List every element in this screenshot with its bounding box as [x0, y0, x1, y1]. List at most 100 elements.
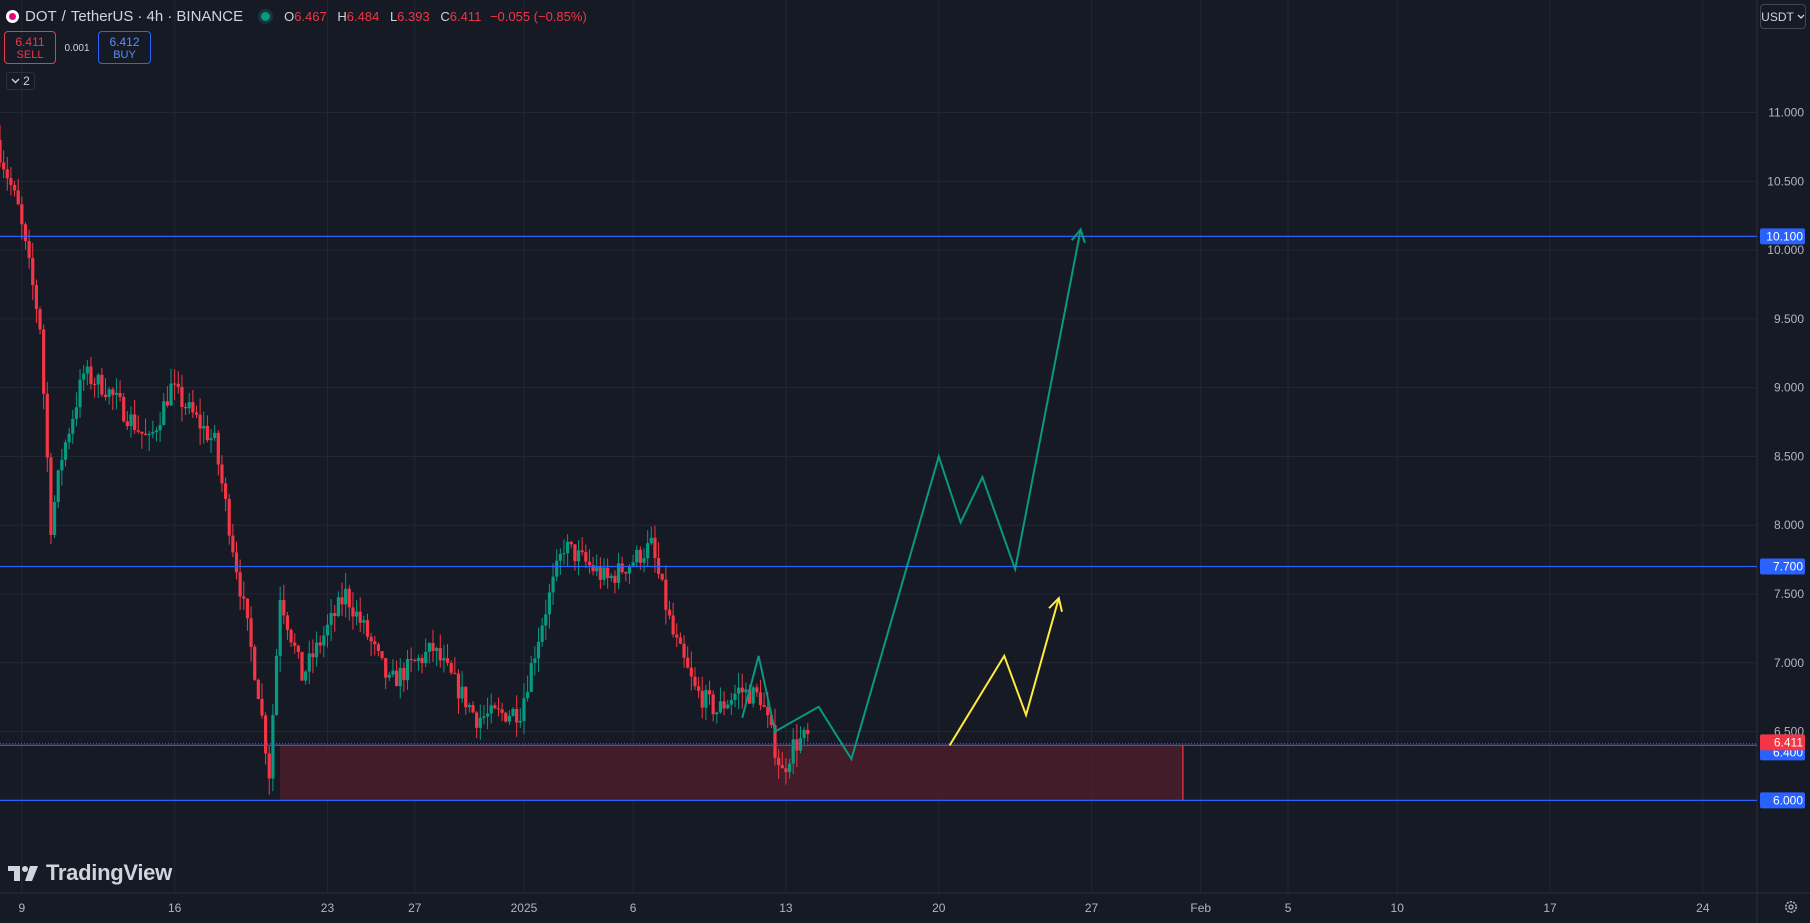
- candle: [431, 642, 435, 652]
- price-tick-label: 7.000: [1774, 656, 1804, 670]
- candle: [697, 686, 701, 691]
- candle: [678, 637, 683, 644]
- candle: [260, 698, 264, 716]
- candle: [744, 689, 748, 693]
- candle: [12, 184, 17, 191]
- price-tick-label: 8.000: [1774, 518, 1804, 532]
- low-label: L: [389, 8, 398, 24]
- candle: [598, 567, 602, 580]
- interval-label[interactable]: · 4h ·: [137, 7, 173, 25]
- candle: [424, 651, 428, 664]
- candle: [518, 720, 522, 723]
- candle: [67, 433, 71, 443]
- candle: [540, 625, 544, 642]
- candle: [129, 414, 133, 427]
- candle: [627, 565, 632, 574]
- candle: [34, 285, 38, 310]
- candle: [285, 615, 290, 630]
- candle: [747, 689, 752, 704]
- price-tick-label: 9.000: [1774, 381, 1804, 395]
- horizontal-levels: [0, 235, 1757, 801]
- demand-zone: [279, 745, 1184, 801]
- candle: [238, 572, 242, 597]
- candle: [536, 641, 541, 659]
- candle: [460, 686, 464, 699]
- open-value: 6.467: [294, 8, 327, 24]
- candle: [103, 394, 108, 397]
- candle: [420, 657, 424, 664]
- price-tick-label: 7.500: [1774, 587, 1804, 601]
- candle: [707, 690, 712, 695]
- candle: [125, 421, 129, 427]
- candle: [569, 541, 573, 545]
- candle: [729, 700, 733, 705]
- buy-button[interactable]: 6.412 BUY: [98, 31, 151, 64]
- candle: [631, 562, 635, 566]
- candle: [671, 615, 675, 635]
- candle: [344, 588, 348, 605]
- symbol-name[interactable]: DOT: [25, 7, 57, 25]
- candle: [784, 768, 788, 773]
- candle: [205, 426, 209, 441]
- candle: [271, 714, 275, 779]
- candle: [416, 657, 421, 662]
- candle: [635, 549, 639, 563]
- close-label: C: [440, 8, 450, 24]
- candle: [471, 705, 475, 713]
- candle: [227, 498, 231, 536]
- candle: [638, 549, 642, 563]
- candle: [562, 553, 566, 555]
- projection-paths: [741, 227, 1086, 762]
- gear-icon[interactable]: [1782, 899, 1800, 917]
- candle: [718, 701, 723, 713]
- candle: [802, 729, 806, 739]
- candle: [0, 140, 2, 163]
- candle: [158, 425, 162, 431]
- candle: [362, 620, 366, 623]
- candle: [489, 705, 493, 714]
- candle: [274, 655, 279, 715]
- candle: [646, 543, 650, 559]
- price-tick-label: 11.000: [1768, 106, 1804, 120]
- candle: [547, 592, 552, 615]
- indicators-toggle[interactable]: 2: [6, 72, 35, 90]
- candle: [613, 575, 617, 583]
- candle: [267, 753, 271, 779]
- candle: [402, 667, 406, 681]
- open-label: O: [284, 8, 295, 24]
- symbol-header: DOT / TetherUS · 4h · BINANCE O6.467 H6.…: [6, 6, 587, 26]
- candle: [384, 658, 388, 678]
- candle: [231, 535, 235, 553]
- candle: [456, 673, 461, 699]
- candle: [373, 641, 377, 645]
- candle: [93, 383, 97, 385]
- candle: [704, 690, 708, 708]
- projection-arrowhead-yellow: [1048, 596, 1063, 612]
- candle: [453, 672, 457, 674]
- candle: [445, 658, 450, 663]
- candle: [405, 659, 410, 681]
- level-price-tag: [1760, 558, 1805, 575]
- candle: [722, 701, 726, 709]
- candle: [675, 634, 679, 638]
- sell-button[interactable]: 6.411 SELL: [4, 31, 56, 64]
- candle: [202, 426, 206, 429]
- candle: [82, 373, 86, 380]
- candle: [173, 383, 177, 385]
- candle: [2, 162, 6, 170]
- level-price-text: 6.000: [1773, 793, 1803, 807]
- candle: [616, 563, 621, 583]
- candle: [264, 715, 268, 754]
- candle: [216, 432, 220, 465]
- buy-label: BUY: [113, 49, 136, 61]
- polkadot-logo-icon: [6, 9, 19, 23]
- tradingview-branding[interactable]: TradingView: [8, 860, 172, 886]
- candle: [183, 406, 188, 409]
- currency-select[interactable]: USDT: [1760, 4, 1806, 29]
- candle: [38, 309, 42, 330]
- candle: [60, 459, 64, 471]
- candle: [442, 658, 446, 661]
- candle: [376, 644, 381, 652]
- candle: [78, 379, 82, 408]
